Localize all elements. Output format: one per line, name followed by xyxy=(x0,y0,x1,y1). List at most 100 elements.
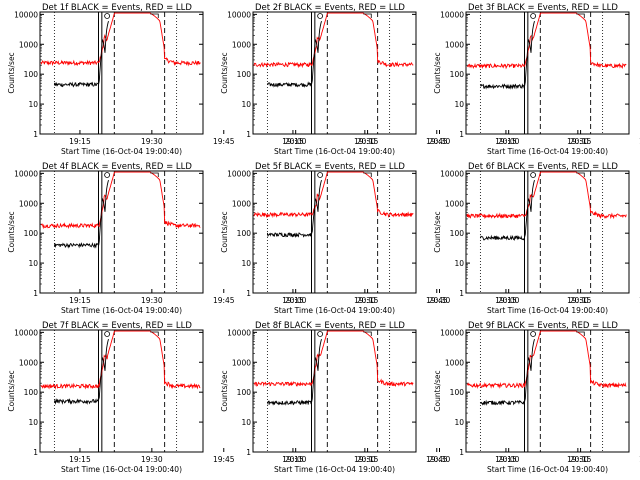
x-tick-label: 19:45 xyxy=(213,137,235,146)
lld-series-line xyxy=(40,12,201,67)
y-tick-label: 1000 xyxy=(19,358,38,367)
x-tick-label: 20:30 xyxy=(429,296,451,305)
plot-frame xyxy=(39,170,204,294)
x-axis-label: Start Time (16-Oct-04 19:00:40) xyxy=(487,465,608,474)
y-tick-label: 1000 xyxy=(445,199,464,208)
panel-title: Det 7f BLACK = Events, RED = LLD xyxy=(42,321,192,331)
y-tick-label: 100 xyxy=(450,229,465,238)
y-axis-label: Counts/sec xyxy=(433,211,442,252)
events-series-line xyxy=(266,179,322,238)
lld-series-line xyxy=(253,330,414,387)
y-axis-label: Counts/sec xyxy=(220,52,229,93)
bracket-marker xyxy=(363,13,372,18)
y-tick-label: 1000 xyxy=(445,358,464,367)
x-tick-label: 19:15 xyxy=(69,296,91,305)
plot-frame xyxy=(465,170,630,294)
y-tick-label: 10 xyxy=(454,418,464,427)
x-tick-label: 20:00 xyxy=(285,137,307,146)
bracket-marker xyxy=(576,172,585,177)
y-tick-label: 1 xyxy=(33,448,38,457)
x-tick-label: 20:00 xyxy=(285,455,307,464)
lld-series-line xyxy=(467,12,627,70)
y-axis-label: Counts/sec xyxy=(220,211,229,252)
x-tick-label: 19:15 xyxy=(495,455,517,464)
x-tick-label: 19:45 xyxy=(213,455,235,464)
x-axis-label: Start Time (16-Oct-04 19:00:40) xyxy=(274,306,395,315)
y-tick-label: 10000 xyxy=(440,169,464,178)
panel-det-7: Det 7f BLACK = Events, RED = LLD 1 10 100 10… xyxy=(7,321,451,474)
x-axis-label: Start Time (16-Oct-04 19:00:40) xyxy=(487,147,608,156)
x-tick-label: 19:30 xyxy=(354,296,376,305)
panel-title: Det 1f BLACK = Events, RED = LLD xyxy=(42,3,192,13)
y-tick-label: 100 xyxy=(450,70,465,79)
panel-title: Det 2f BLACK = Events, RED = LLD xyxy=(255,3,405,13)
events-series-line xyxy=(267,20,322,88)
y-tick-label: 100 xyxy=(24,229,39,238)
panel-title: Det 3f BLACK = Events, RED = LLD xyxy=(468,3,618,13)
y-tick-label: 1 xyxy=(33,130,38,139)
x-axis-label: Start Time (16-Oct-04 19:00:40) xyxy=(274,147,395,156)
x-tick-label: 20:00 xyxy=(498,137,520,146)
panel-title: Det 4f BLACK = Events, RED = LLD xyxy=(42,162,192,172)
y-tick-label: 1000 xyxy=(232,358,251,367)
x-tick-label: 20:15 xyxy=(357,137,379,146)
y-tick-label: 1000 xyxy=(232,199,251,208)
events-series-line xyxy=(53,20,109,88)
x-tick-label: 20:15 xyxy=(570,296,592,305)
y-tick-label: 10000 xyxy=(14,10,38,19)
x-tick-label: 19:45 xyxy=(639,296,640,305)
events-series-line xyxy=(53,179,109,249)
y-axis-label: Counts/sec xyxy=(433,370,442,411)
bracket-marker xyxy=(150,13,159,18)
x-tick-label: 20:00 xyxy=(498,296,520,305)
x-tick-label: 20:30 xyxy=(429,137,451,146)
plot-frame xyxy=(252,170,417,294)
x-tick-label: 20:00 xyxy=(285,296,307,305)
panel-det-3: Det 3f BLACK = Events, RED = LLD 1 10 100 10… xyxy=(433,3,640,156)
y-tick-label: 1000 xyxy=(232,40,251,49)
y-tick-label: 10 xyxy=(454,259,464,268)
y-axis-label: Counts/sec xyxy=(7,211,16,252)
x-tick-label: 19:15 xyxy=(69,137,91,146)
open-circle-marker xyxy=(317,172,324,178)
x-tick-label: 19:30 xyxy=(141,455,163,464)
x-tick-label: 20:00 xyxy=(498,455,520,464)
y-tick-label: 10000 xyxy=(227,169,251,178)
x-tick-label: 19:45 xyxy=(213,296,235,305)
x-tick-label: 19:15 xyxy=(282,455,304,464)
y-tick-label: 100 xyxy=(24,388,39,397)
y-tick-label: 10 xyxy=(28,259,38,268)
x-tick-label: 19:45 xyxy=(426,137,448,146)
y-tick-label: 100 xyxy=(237,229,252,238)
x-axis-label: Start Time (16-Oct-04 19:00:40) xyxy=(487,306,608,315)
y-tick-label: 1 xyxy=(246,130,251,139)
y-tick-label: 1 xyxy=(33,289,38,298)
x-axis-label: Start Time (16-Oct-04 19:00:40) xyxy=(61,147,182,156)
x-tick-label: 19:30 xyxy=(354,137,376,146)
y-axis-label: Counts/sec xyxy=(7,52,16,93)
x-tick-label: 19:15 xyxy=(282,296,304,305)
y-tick-label: 100 xyxy=(24,70,39,79)
events-series-line xyxy=(53,338,109,405)
plot-frame xyxy=(465,11,630,135)
x-tick-label: 19:45 xyxy=(639,137,640,146)
x-tick-label: 19:15 xyxy=(495,137,517,146)
x-tick-label: 19:45 xyxy=(426,455,448,464)
lld-series-line xyxy=(253,12,414,69)
open-circle-marker xyxy=(530,13,537,19)
lld-series-line xyxy=(466,330,627,389)
events-series-line xyxy=(480,338,535,406)
x-axis-label: Start Time (16-Oct-04 19:00:40) xyxy=(274,465,395,474)
y-tick-label: 1000 xyxy=(19,40,38,49)
open-circle-marker xyxy=(104,172,111,178)
y-tick-label: 1 xyxy=(459,289,464,298)
y-tick-label: 10000 xyxy=(227,10,251,19)
lld-series-line xyxy=(40,330,201,390)
x-tick-label: 19:30 xyxy=(567,455,589,464)
x-axis-label: Start Time (16-Oct-04 19:00:40) xyxy=(61,306,182,315)
y-tick-label: 100 xyxy=(450,388,465,397)
plot-frame xyxy=(252,11,417,135)
x-axis-label: Start Time (16-Oct-04 19:00:40) xyxy=(61,465,182,474)
panel-det-8: Det 8f BLACK = Events, RED = LLD 1 10 100 10… xyxy=(220,321,592,474)
